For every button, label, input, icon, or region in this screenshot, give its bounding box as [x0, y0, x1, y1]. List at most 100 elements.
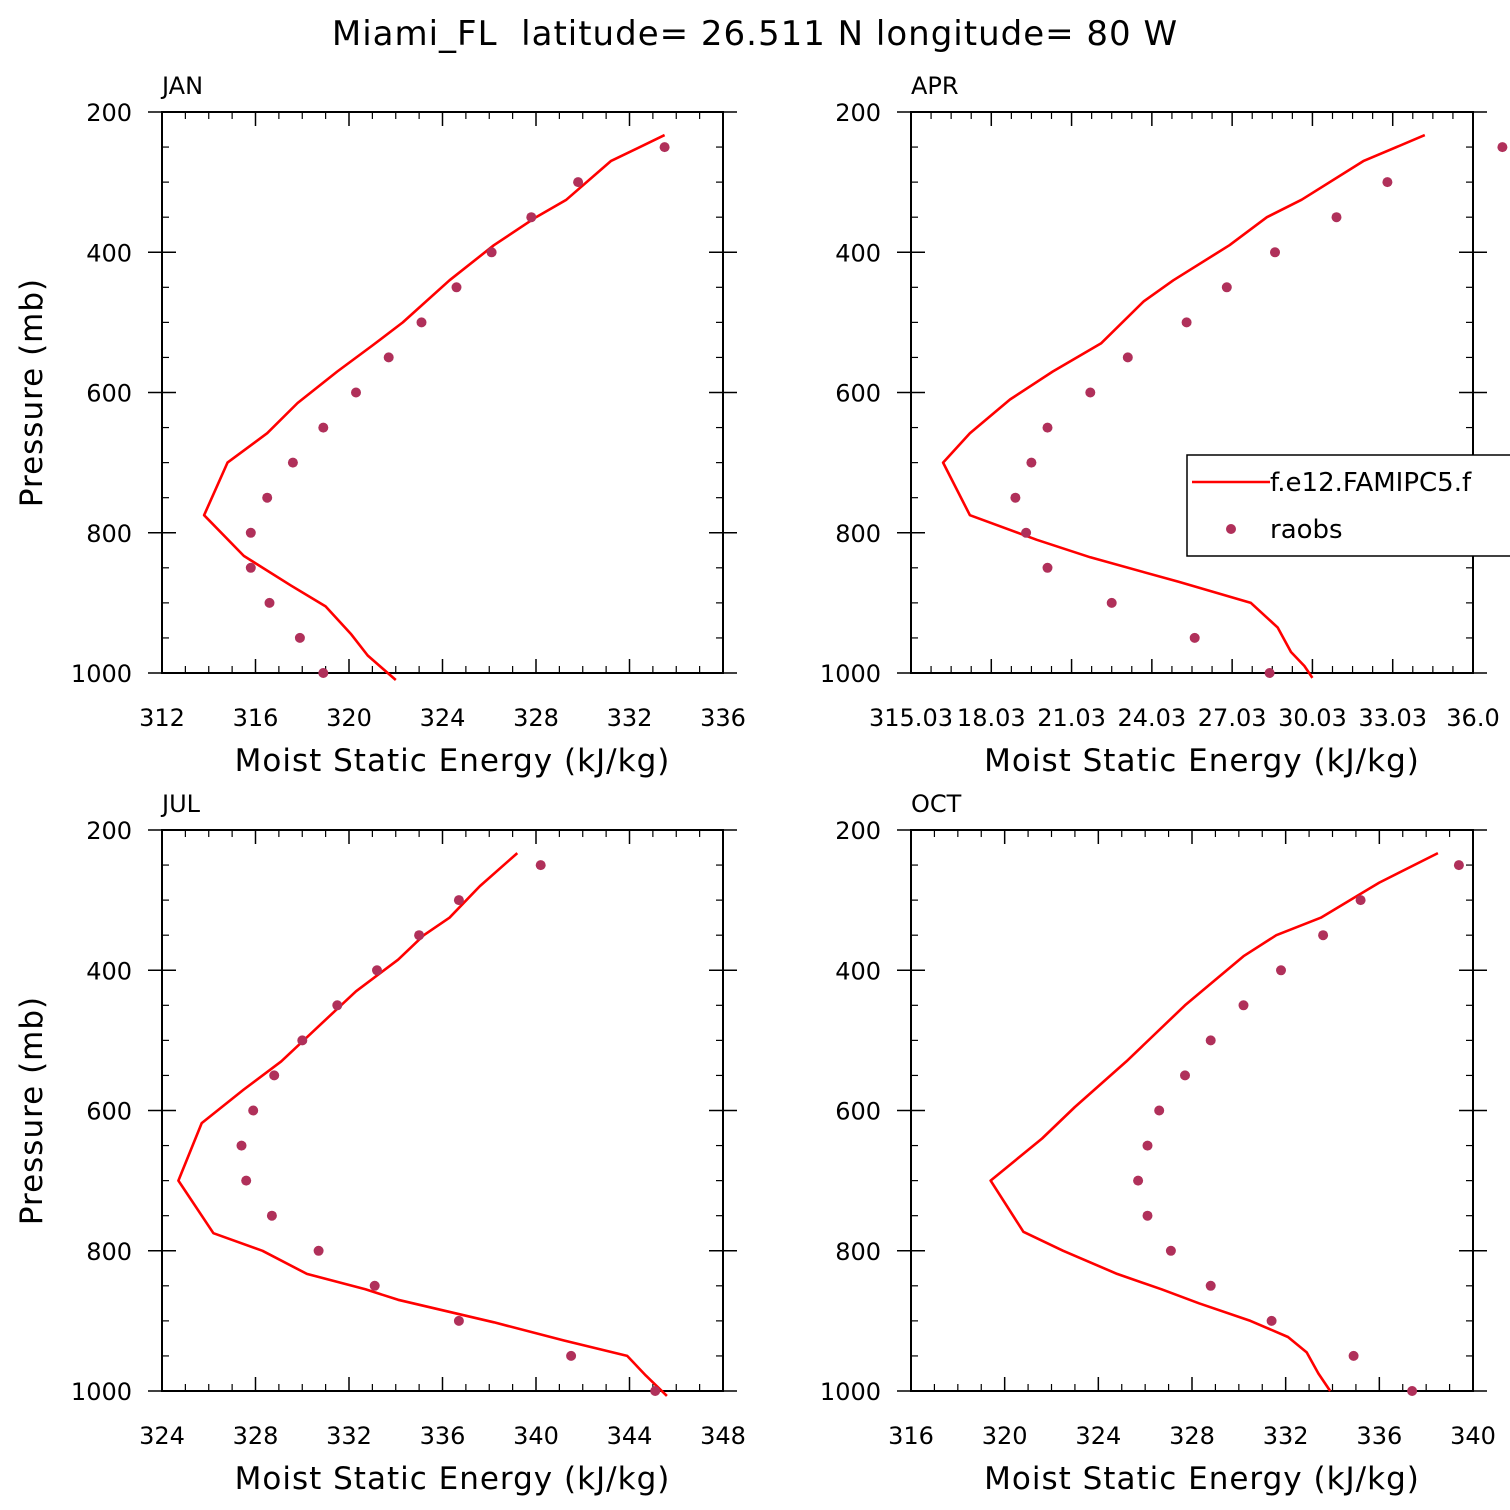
- obs-point: [1221, 282, 1232, 293]
- obs-point: [1497, 142, 1508, 153]
- x-tick-label: 336: [1356, 1422, 1402, 1450]
- panel-jan: JAN 312 316 320 324 328 332 336 200 400 600 800 1000…: [14, 72, 746, 779]
- x-tick-label: 316: [888, 1422, 934, 1450]
- plot-frame: [910, 111, 1474, 674]
- panel-label: APR: [911, 72, 959, 100]
- figure-title: Miami_FL latitude= 26.511 N longitude= 8…: [332, 14, 1178, 54]
- x-tick-label: 18.03: [957, 704, 1026, 732]
- x-tick-label: 320: [326, 704, 372, 732]
- obs-point: [650, 1386, 661, 1396]
- panel-jul: JUL 324 328 332 336 340 344 348 200 400 600 800 1000…: [14, 790, 746, 1497]
- obs-point: [236, 1140, 247, 1151]
- obs-point: [566, 1350, 577, 1361]
- x-tick-label: 340: [1450, 1422, 1496, 1450]
- obs-point: [1407, 1386, 1418, 1396]
- obs-point: [1264, 668, 1275, 678]
- y-tick-label: 600: [835, 1098, 881, 1126]
- y-tick-label: 200: [86, 817, 132, 845]
- obs-point: [1331, 212, 1342, 223]
- panel-apr: APR 315.03 18.03 21.03 24.03 27.03 30.03 33.03 3…: [820, 72, 1508, 779]
- y-tick-label: 200: [835, 99, 881, 127]
- x-tick-label: 348: [700, 1422, 746, 1450]
- x-tick-label: 33.03: [1358, 704, 1427, 732]
- y-tick-label: 400: [835, 957, 881, 985]
- obs-point: [573, 177, 584, 188]
- obs-point: [1348, 1350, 1359, 1361]
- obs-point: [659, 142, 670, 153]
- x-tick-label: 344: [607, 1422, 653, 1450]
- obs-point: [1142, 1140, 1153, 1151]
- x-tick-label: 30.03: [1278, 704, 1347, 732]
- obs-point: [535, 860, 546, 871]
- obs-point: [1382, 177, 1393, 188]
- obs-point: [262, 492, 273, 503]
- legend-dot-swatch: [1226, 524, 1236, 534]
- y-tick-label: 800: [835, 1238, 881, 1266]
- y-tick-label: 400: [86, 239, 132, 267]
- obs-point: [1042, 562, 1053, 573]
- obs-point: [453, 1315, 464, 1326]
- y-tick-label: 1000: [820, 660, 881, 688]
- obs-point: [416, 317, 427, 328]
- x-tick-label: 340: [513, 1422, 559, 1450]
- obs-point: [1122, 352, 1133, 363]
- legend-model-label: f.e12.FAMIPC5.f: [1270, 468, 1472, 498]
- obs-point: [414, 930, 425, 941]
- x-tick-label: 324: [139, 1422, 185, 1450]
- x-tick-label: 332: [326, 1422, 372, 1450]
- x-tick-label: 336: [420, 1422, 466, 1450]
- obs-point: [1106, 597, 1117, 608]
- x-tick-label: 332: [1263, 1422, 1309, 1450]
- x-tick-label: 315.03: [869, 704, 953, 732]
- obs-point: [266, 1210, 277, 1221]
- obs-point: [248, 1105, 259, 1116]
- model-line: [941, 133, 1426, 679]
- obs-point: [245, 527, 256, 538]
- obs-point: [369, 1280, 380, 1291]
- obs-point: [264, 597, 275, 608]
- obs-point: [1180, 1070, 1190, 1081]
- y-tick-label: 1000: [820, 1378, 881, 1406]
- obs-point: [1205, 1280, 1216, 1291]
- x-tick-label: 324: [420, 704, 466, 732]
- obs-point: [332, 1000, 343, 1011]
- obs-point: [1270, 247, 1280, 258]
- obs-point: [318, 422, 329, 433]
- x-tick-label: 316: [233, 704, 279, 732]
- plot-frame: [910, 829, 1474, 1392]
- y-tick-label: 800: [835, 520, 881, 548]
- x-axis-label: Moist Static Energy (kJ/kg): [984, 743, 1420, 779]
- x-tick-label: 324: [1075, 1422, 1121, 1450]
- panel-oct: OCT 316 320 324 328 332 336 340 200 400 600 800 1000…: [820, 790, 1496, 1497]
- obs-point: [1026, 457, 1037, 468]
- obs-point: [1021, 527, 1032, 538]
- panel-label: OCT: [911, 790, 962, 818]
- obs-point: [241, 1175, 252, 1186]
- y-tick-label: 800: [86, 520, 132, 548]
- obs-point: [486, 247, 497, 258]
- obs-point: [1266, 1315, 1277, 1326]
- obs-point: [1085, 387, 1096, 398]
- x-tick-label: 328: [1169, 1422, 1215, 1450]
- obs-point: [1042, 422, 1053, 433]
- obs-point: [1142, 1210, 1153, 1221]
- legend-obs-label: raobs: [1270, 515, 1343, 545]
- y-tick-label: 800: [86, 1238, 132, 1266]
- y-tick-label: 400: [835, 239, 881, 267]
- plot-frame: [161, 111, 724, 674]
- obs-point: [1453, 860, 1464, 871]
- obs-point: [269, 1070, 280, 1081]
- y-tick-label: 1000: [71, 1378, 132, 1406]
- obs-point: [297, 1035, 308, 1046]
- obs-point: [294, 632, 305, 643]
- panel-label: JAN: [160, 72, 203, 100]
- x-tick-label: 328: [513, 704, 559, 732]
- obs-point: [1133, 1175, 1144, 1186]
- plot-frame: [161, 829, 724, 1392]
- obs-point: [351, 387, 361, 398]
- model-line: [989, 851, 1439, 1392]
- x-tick-label: 24.03: [1117, 704, 1186, 732]
- obs-point: [1010, 492, 1021, 503]
- x-axis-label: Moist Static Energy (kJ/kg): [984, 1461, 1420, 1497]
